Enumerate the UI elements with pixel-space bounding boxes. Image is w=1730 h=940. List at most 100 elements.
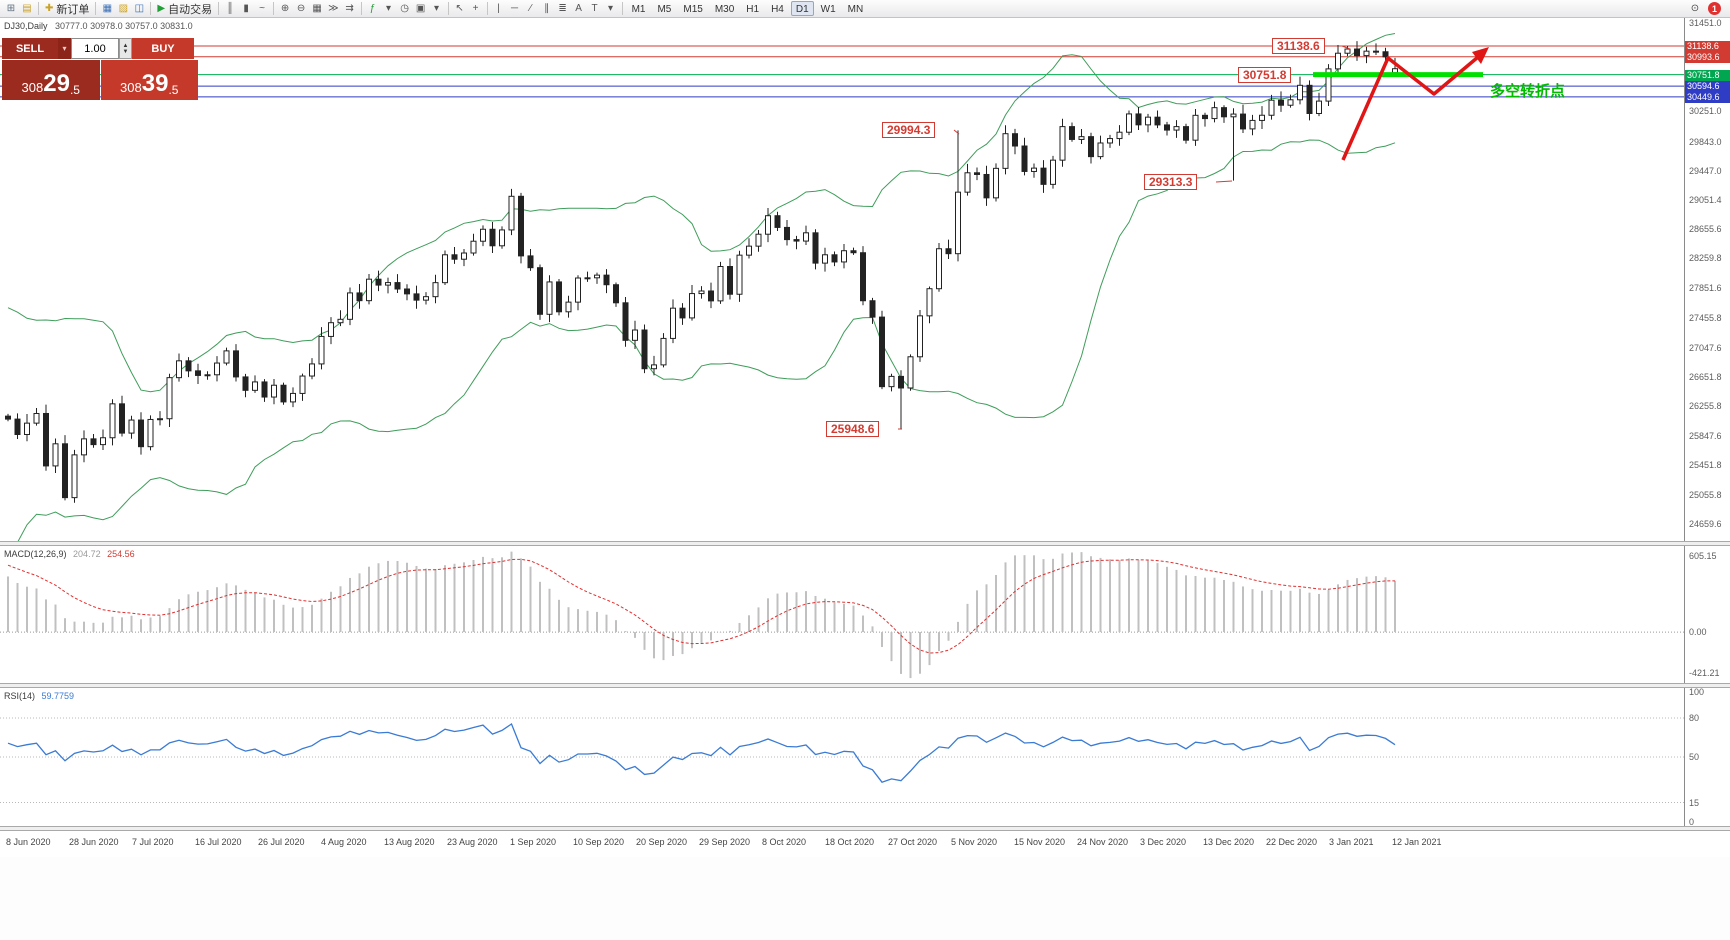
timeframe-h4[interactable]: H4 — [771, 4, 784, 15]
lot-increase-icon[interactable]: ▲ — [122, 42, 129, 49]
toolbar-new-chart-icon[interactable]: ⊞ — [3, 1, 19, 17]
price-label-30751[interactable]: 30751.8 — [1238, 67, 1292, 83]
toolbar-separator — [621, 2, 623, 15]
timeframe-h1[interactable]: H1 — [746, 4, 760, 15]
lot-decrease-icon[interactable]: ▼ — [122, 48, 129, 55]
rsi-scale-label: 0 — [1689, 817, 1695, 827]
main-chart-canvas[interactable] — [0, 18, 1684, 541]
time-axis[interactable]: 8 Jun 2020 28 Jun 2020 7 Jul 2020 16 Jul 20… — [0, 831, 1730, 857]
time-axis-label: 16 Jul 2020 — [195, 837, 242, 847]
notification-badge[interactable]: 1 — [1708, 2, 1721, 15]
order-type-dropdown-icon[interactable]: ▾ — [58, 38, 71, 59]
new-order-label: 新订单 — [56, 3, 90, 16]
line-chart-mode-icon: ~ — [259, 2, 266, 14]
price-scale[interactable]: 31451.0 30251.0 29843.0 29447.0 29051.4 28655… — [1684, 18, 1730, 831]
toolbar-indicators-dropdown-icon[interactable]: ▾ — [381, 1, 397, 17]
toolbar-auto-scroll-icon[interactable]: ≫ — [325, 1, 341, 17]
toolbar-vertical-line-icon[interactable]: | — [491, 1, 507, 17]
timeframe-m30[interactable]: M30 — [714, 4, 735, 15]
toolbar-templates-icon[interactable]: ▣ — [413, 1, 429, 17]
toolbar-separator — [38, 2, 39, 15]
time-axis-label: 4 Aug 2020 — [321, 837, 367, 847]
toolbar-separator — [447, 2, 449, 15]
toolbar-fibonacci-icon[interactable]: ≣ — [555, 1, 571, 17]
price-label-31138[interactable]: 31138.6 — [1272, 38, 1325, 54]
toolbar-market-watch-icon[interactable]: ▦ — [99, 1, 115, 17]
toolbar-candlestick-mode-icon[interactable]: ▮ — [238, 1, 254, 17]
time-axis-label: 13 Dec 2020 — [1203, 837, 1255, 847]
toolbar-equidistant-channel-icon[interactable]: ∥ — [539, 1, 555, 17]
time-axis-label: 23 Aug 2020 — [447, 837, 498, 847]
lot-stepper[interactable]: ▲ ▼ — [119, 38, 132, 59]
bid-price[interactable]: 308 29.5 — [2, 60, 100, 100]
market-watch-icon: ▦ — [102, 2, 113, 14]
timeframe-w1[interactable]: W1 — [820, 4, 836, 15]
sell-button[interactable]: SELL — [2, 38, 58, 59]
zoom-in-icon: ⊕ — [280, 2, 290, 14]
auto-scroll-icon: ≫ — [328, 2, 339, 14]
toolbar-chart-shift-icon[interactable]: ⇉ — [342, 1, 358, 17]
time-axis-label: 18 Oct 2020 — [825, 837, 875, 847]
price-scale-badge: 30594.6 — [1685, 81, 1730, 93]
price-label-29994[interactable]: 29994.3 — [882, 122, 936, 138]
chart-title: DJ30,Daily 30777.0 30978.0 30757.0 30831… — [4, 21, 193, 31]
timeframe-mn[interactable]: MN — [847, 4, 864, 15]
rsi-pane-canvas[interactable] — [0, 688, 1684, 826]
toolbar-terminal-icon[interactable]: ◫ — [131, 1, 147, 17]
time-axis-label: 10 Sep 2020 — [573, 837, 625, 847]
toolbar-new-order-button[interactable]: ✚ 新订单 — [42, 1, 92, 17]
toolbar-bar-chart-mode-icon[interactable]: ║ — [222, 1, 238, 17]
toolbar-separator — [486, 2, 488, 15]
macd-indicator-label: MACD(12,26,9) 204.72 254.56 — [4, 549, 135, 559]
new-order-icon: ✚ — [45, 2, 54, 14]
timeframe-m1[interactable]: M1 — [631, 4, 646, 15]
pane-splitter-1[interactable] — [0, 541, 1730, 546]
ask-int: 308 — [120, 80, 142, 95]
pane-splitter-2[interactable] — [0, 683, 1730, 688]
candlestick-mode-icon: ▮ — [243, 2, 249, 14]
lot-size-input[interactable] — [71, 38, 119, 59]
toolbar-indicators-icon[interactable]: ƒ — [365, 1, 381, 17]
indicators-dropdown-icon: ▾ — [386, 2, 392, 14]
toolbar-line-chart-mode-icon[interactable]: ~ — [254, 1, 270, 17]
price-scale-badge: 31138.6 — [1685, 41, 1730, 53]
macd-name: MACD(12,26,9) — [4, 549, 67, 559]
toolbar-zoom-in-icon[interactable]: ⊕ — [277, 1, 293, 17]
toolbar-arrows-dropdown-icon[interactable]: ▾ — [603, 1, 619, 17]
toolbar-horizontal-line-icon[interactable]: ─ — [507, 1, 523, 17]
pivot-note-text[interactable]: 多空转折点 — [1490, 83, 1566, 100]
price-scale-label: 27851.6 — [1689, 283, 1722, 294]
toolbar-text-icon[interactable]: A — [571, 1, 587, 17]
main-toolbar: ⊞ ▤ ✚ 新订单 ▦ ▨ ◫ ▶ 自动交易 ║ ▮ ~ ⊕ ⊖ ▦ ≫ ⇉ ƒ ▾ ◷ ▣ ▾ ↖ + | ─ ∕ ∥ ≣ A T ▾ M1… — [0, 0, 1730, 18]
toolbar-tile-windows-icon[interactable]: ▦ — [309, 1, 325, 17]
price-label-29313[interactable]: 29313.3 — [1144, 174, 1198, 190]
toolbar-trendline-icon[interactable]: ∕ — [523, 1, 539, 17]
toolbar-templates-dropdown-icon[interactable]: ▾ — [429, 1, 445, 17]
buy-button[interactable]: BUY — [132, 38, 194, 59]
macd-pane-canvas[interactable] — [0, 546, 1684, 683]
toolbar-separator — [360, 2, 362, 15]
toolbar-periods-dropdown-icon[interactable]: ◷ — [397, 1, 413, 17]
toolbar-zoom-out-icon[interactable]: ⊖ — [293, 1, 309, 17]
search-icon[interactable]: ⊙ — [1690, 2, 1700, 14]
timeframe-d1[interactable]: D1 — [790, 1, 814, 16]
toolbar-autotrading-button[interactable]: ▶ 自动交易 — [154, 1, 215, 17]
toolbar-navigator-icon[interactable]: ▨ — [115, 1, 131, 17]
price-scale-label: 27455.8 — [1689, 312, 1722, 323]
ask-price[interactable]: 308 39.5 — [100, 60, 198, 100]
pane-splitter-3[interactable] — [0, 826, 1730, 831]
timeframe-m15[interactable]: M15 — [683, 4, 703, 15]
toolbar-text-label-icon[interactable]: T — [587, 1, 603, 17]
time-axis-label: 15 Nov 2020 — [1014, 837, 1066, 847]
zoom-out-icon: ⊖ — [296, 2, 306, 14]
toolbar-crosshair-icon[interactable]: + — [468, 1, 484, 17]
toolbar-profile-charts-icon[interactable]: ▤ — [19, 1, 35, 17]
price-label-25948[interactable]: 25948.6 — [826, 421, 880, 437]
toolbar-cursor-icon[interactable]: ↖ — [452, 1, 468, 17]
macd-main-value: 204.72 — [73, 549, 101, 559]
bar-chart-mode-icon: ║ — [226, 2, 234, 14]
timeframe-m5[interactable]: M5 — [657, 4, 672, 15]
text-label-icon: T — [591, 2, 598, 14]
templates-icon: ▣ — [415, 2, 426, 14]
price-scale-badge: 30449.6 — [1685, 91, 1730, 103]
